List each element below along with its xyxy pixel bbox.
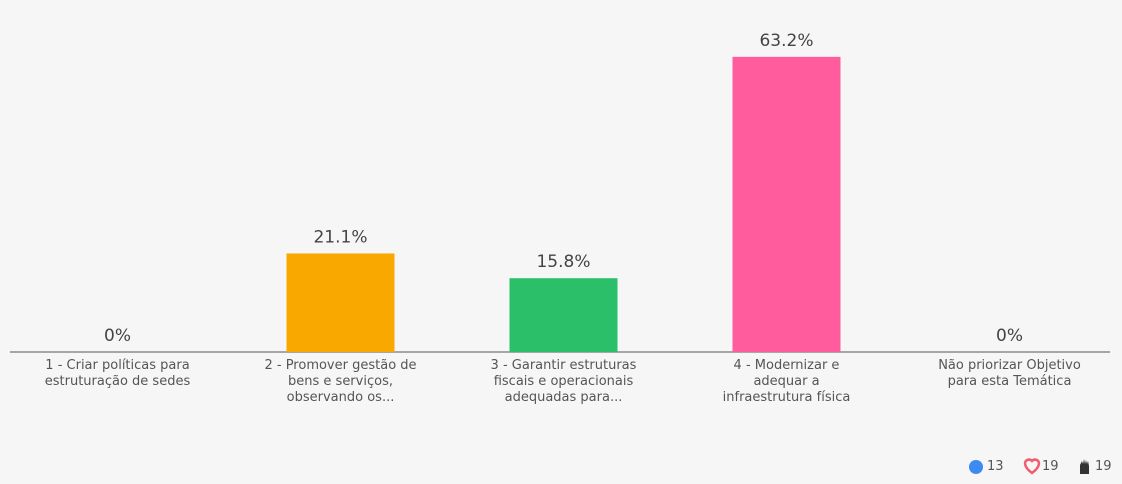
heart-count: 19 — [1042, 459, 1059, 474]
hand-icon — [1080, 459, 1089, 474]
value-label: 63.2% — [759, 31, 813, 51]
value-label: 21.1% — [313, 227, 367, 247]
value-label: 0% — [104, 326, 131, 346]
category-label: 1 - Criar políticas para estruturação de… — [44, 358, 191, 389]
like-icon — [969, 460, 983, 474]
value-label: 15.8% — [536, 252, 590, 272]
heart-icon — [1023, 458, 1041, 475]
bar — [732, 56, 841, 353]
bar — [509, 278, 618, 352]
category-label: 3 - Garantir estruturas fiscais e operac… — [490, 358, 637, 405]
category-label: 4 - Modernizar e adequar a infraestrutur… — [722, 358, 851, 405]
category-label: 2 - Promover gestão de bens e serviços, … — [264, 358, 417, 405]
hand-count: 19 — [1095, 459, 1112, 474]
bar — [286, 253, 395, 352]
value-label: 0% — [996, 326, 1023, 346]
category-label: Não priorizar Objetivo para esta Temátic… — [938, 358, 1081, 389]
like-count: 13 — [987, 459, 1004, 474]
